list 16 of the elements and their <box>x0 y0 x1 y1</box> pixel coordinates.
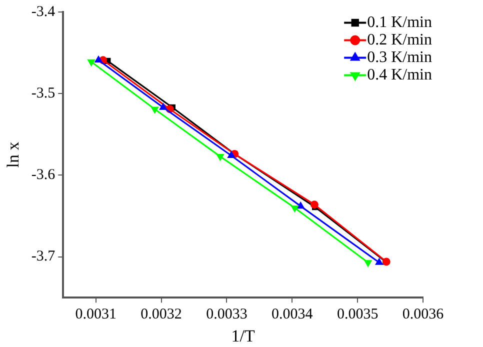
x-tick-label: 0.0034 <box>272 306 314 323</box>
legend-label: 0.4 K/min <box>367 66 432 84</box>
y-tick-label: -3.6 <box>31 167 56 184</box>
legend-label: 0.1 K/min <box>367 14 432 31</box>
x-tick-label: 0.0031 <box>75 306 116 323</box>
legend-label: 0.3 K/min <box>367 48 432 66</box>
y-tick-label: -3.5 <box>31 86 56 102</box>
y-axis-title: ln x <box>4 141 23 168</box>
x-tick-label: 0.0032 <box>140 306 182 323</box>
x-tick-label: 0.0035 <box>336 306 378 323</box>
x-tick-label: 0.0036 <box>402 306 444 323</box>
legend-label: 0.2 K/min <box>367 31 432 48</box>
y-tick-label: -3.4 <box>31 4 56 20</box>
x-axis-title: 1/T <box>231 326 256 346</box>
x-tick-label: 0.0033 <box>206 306 248 323</box>
y-tick-label: -3.7 <box>31 248 56 265</box>
